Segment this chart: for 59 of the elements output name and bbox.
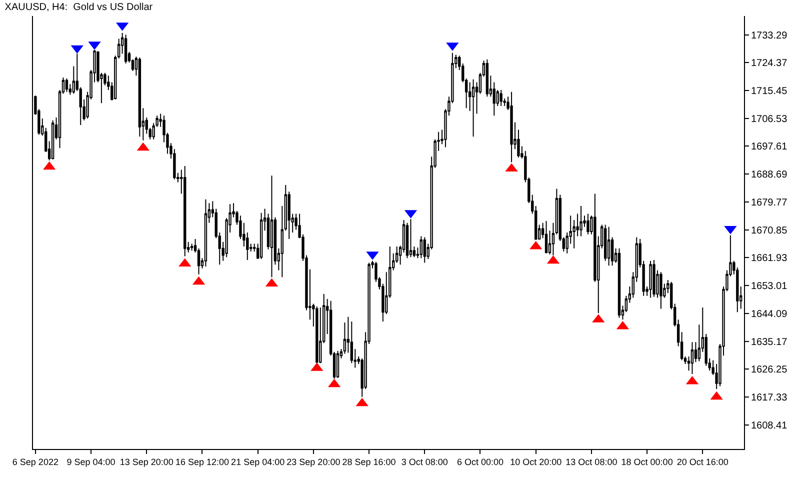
x-tick-label: 13 Oct 08:00 — [566, 456, 618, 467]
x-tick-label: 28 Sep 16:00 — [342, 456, 396, 467]
y-tick-label: 1644.09 — [751, 308, 788, 320]
candlestick — [500, 90, 502, 106]
candlestick — [690, 342, 694, 375]
y-tick-label: 1617.33 — [751, 392, 788, 404]
x-tick-label: 9 Sep 04:00 — [66, 456, 116, 467]
candlestick — [649, 260, 652, 298]
candlestick — [184, 165, 186, 257]
y-tick-label: 1670.85 — [751, 225, 788, 236]
candlestick — [124, 34, 128, 64]
x-tick-label: 21 Sep 04:00 — [231, 456, 285, 467]
y-tick-label: 1679.77 — [751, 197, 788, 208]
candlestick — [51, 120, 54, 160]
candlestick — [486, 58, 489, 98]
y-tick-label: 1635.17 — [751, 336, 788, 348]
x-tick-label: 6 Sep 2022 — [12, 456, 58, 467]
candlestick — [652, 259, 656, 298]
x-tick-label: 13 Sep 20:00 — [120, 456, 174, 467]
candlestick — [406, 222, 409, 259]
candlestick — [618, 248, 621, 318]
y-tick-label: 1697.61 — [751, 142, 788, 153]
x-tick-label: 3 Oct 08:00 — [401, 456, 448, 467]
candlestick — [204, 198, 208, 268]
y-tick-label: 1733.29 — [751, 30, 788, 42]
x-tick-label: 10 Oct 20:00 — [510, 456, 562, 467]
candlestick — [65, 78, 68, 92]
x-tick-label: 23 Sep 20:00 — [286, 456, 340, 467]
y-tick-label: 1688.69 — [751, 170, 788, 181]
candlestick — [420, 236, 423, 259]
candlestick — [580, 205, 582, 237]
candlestick — [336, 350, 340, 378]
candlestick — [510, 91, 513, 163]
candlestick — [604, 224, 607, 262]
candlestick — [586, 213, 590, 235]
candlestick — [607, 226, 610, 266]
x-tick-label: 16 Sep 12:00 — [175, 456, 230, 467]
candlestick — [409, 218, 412, 258]
y-tick-label: 1626.25 — [751, 364, 788, 376]
candlestick — [544, 220, 548, 254]
y-tick-label: 1608.41 — [751, 420, 788, 432]
candlestick — [660, 272, 662, 310]
x-tick-label: 18 Oct 00:00 — [621, 456, 673, 467]
y-tick-label: 1706.53 — [751, 114, 788, 125]
candlestick — [472, 78, 475, 138]
y-tick-label: 1715.45 — [751, 86, 788, 98]
x-tick-label: 20 Oct 16:00 — [676, 456, 728, 467]
candlestick — [350, 321, 354, 364]
candlestick — [190, 243, 194, 252]
candlestick — [423, 236, 426, 264]
candlestick — [138, 57, 142, 138]
candlestick — [316, 306, 318, 365]
chart-title: XAUUSD, H4: Gold vs US Dollar — [4, 2, 154, 13]
y-tick-label: 1653.01 — [751, 281, 788, 292]
x-tick-label: 6 Oct 00:00 — [456, 456, 504, 467]
y-tick-label: 1661.93 — [751, 253, 788, 264]
y-tick-label: 1724.37 — [751, 58, 788, 70]
candlestick — [260, 212, 263, 260]
candlestick — [270, 175, 274, 278]
